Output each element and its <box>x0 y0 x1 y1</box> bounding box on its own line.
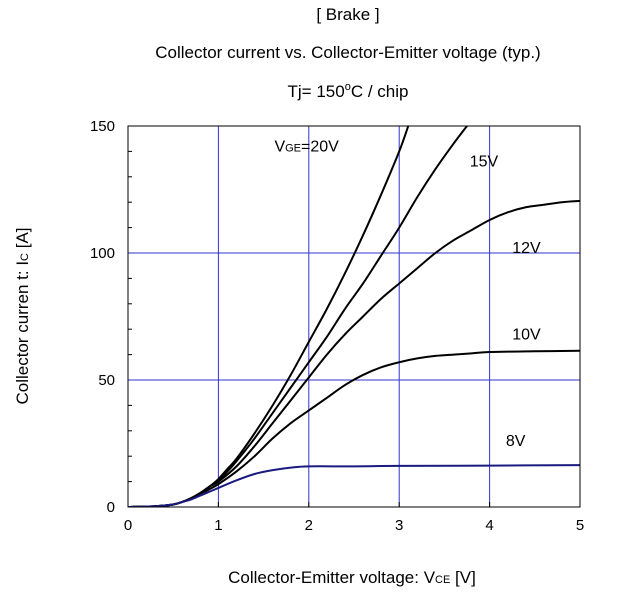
series-label-0: VGE=20V <box>274 138 339 155</box>
series-curves <box>128 126 580 507</box>
y-axis-label-main: Collector curren t: I <box>13 261 32 405</box>
condition-superscript: o <box>345 81 351 93</box>
y-tick-label-1: 50 <box>98 372 115 389</box>
series-label-4: 8V <box>506 433 526 450</box>
y-tick-label-3: 150 <box>90 118 115 135</box>
series-label-2: 12V <box>512 240 541 257</box>
x-tick-label-1: 1 <box>214 517 222 534</box>
series-curve-3 <box>128 349 580 507</box>
x-tick-label-2: 2 <box>305 517 313 534</box>
series-label-1: 15V <box>470 154 499 171</box>
series-labels: VGE=20V 15V 12V 10V 8V <box>274 138 541 450</box>
chart-condition: Tj= 150oC / chip <box>288 81 409 101</box>
series-curve-4 <box>128 464 580 507</box>
x-tick-label-5: 5 <box>576 517 584 534</box>
y-axis-label: Collector curren t: IC [A] <box>13 227 32 404</box>
y-axis-label-subscript: C <box>19 253 31 261</box>
x-axis-label-rest: [V] <box>450 568 476 587</box>
y-tick-label-2: 100 <box>90 245 115 262</box>
chart-subtitle: Collector current vs. Collector-Emitter … <box>155 43 540 62</box>
chart-title: [ Brake ] <box>316 5 379 24</box>
y-tick-label-0: 0 <box>107 499 115 516</box>
x-tick-label-0: 0 <box>124 517 132 534</box>
x-axis-label: Collector-Emitter voltage: VCE [V] <box>228 568 476 587</box>
y-axis-label-rest: [A] <box>13 227 32 253</box>
x-tick-label-3: 3 <box>395 517 403 534</box>
condition-main: Tj= 150 <box>288 82 345 101</box>
grid-lines <box>128 126 580 507</box>
condition-rest: C / chip <box>351 82 409 101</box>
series-curve-1 <box>128 126 468 507</box>
series-label-3: 10V <box>512 326 541 343</box>
plot-frame <box>127 125 581 508</box>
x-axis-label-main: Collector-Emitter voltage: V <box>228 568 436 587</box>
x-tick-label-4: 4 <box>485 517 493 534</box>
x-axis-label-subscript: CE <box>435 574 450 586</box>
series-curve-0 <box>128 126 410 507</box>
